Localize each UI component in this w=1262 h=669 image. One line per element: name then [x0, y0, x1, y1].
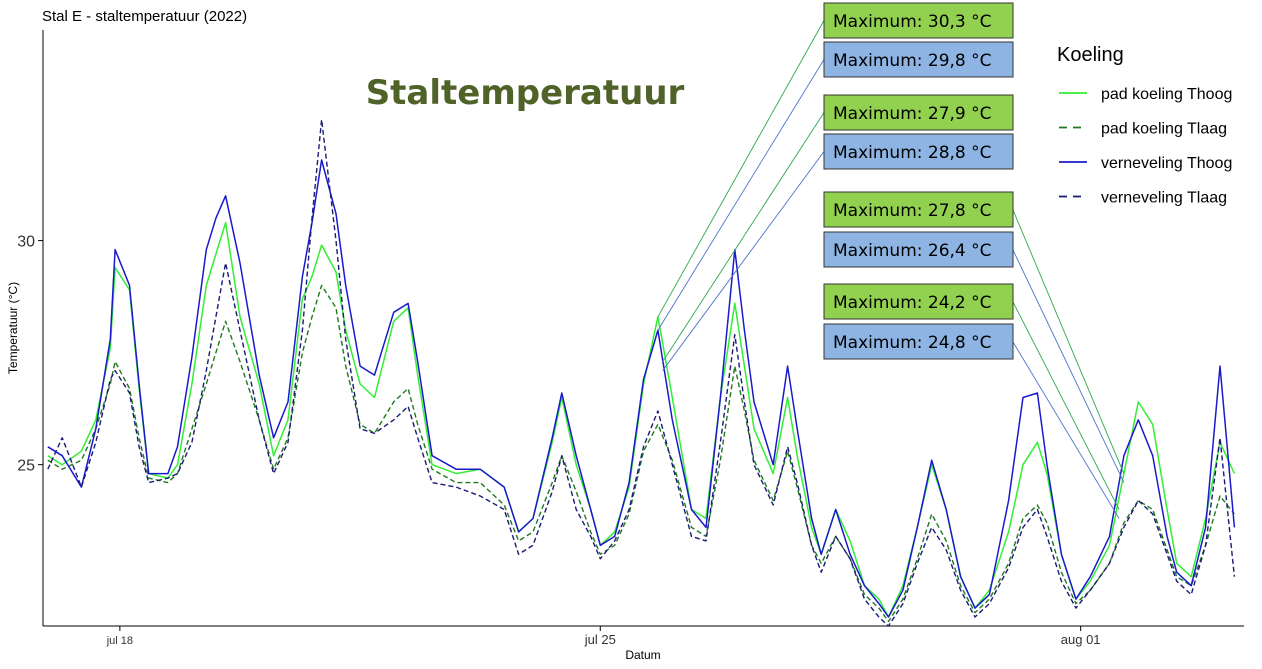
annotation-leader-line: [662, 112, 825, 362]
x-tick-label: aug 01: [1061, 632, 1101, 647]
annotation-box-bg: [823, 283, 1014, 320]
annotation-leader-line: [657, 59, 825, 331]
overlay-title: Staltemperatuur: [366, 73, 685, 113]
annotation-box-bg: [823, 191, 1014, 228]
legend-title: Koeling: [1057, 44, 1124, 66]
annotation-leader-line: [1012, 209, 1125, 474]
series-line-pad-koeling-thoog: [47, 221, 1236, 618]
annotation-label: Maximum: 26,4 °C: [833, 241, 992, 261]
annotation-leader-line: [1012, 249, 1125, 483]
annotation-boxes: Maximum: 30,3 °C Maximum: 29,8 °C Maximum:…: [823, 2, 1014, 360]
annotation-label: Maximum: 27,8 °C: [833, 201, 992, 221]
annotation-box: Maximum: 28,8 °C: [823, 133, 1014, 170]
legend-item-verneveling-tlaag: verneveling Tlaag: [1059, 190, 1227, 207]
chart-title: Stal E - staltemperatuur (2022): [42, 8, 247, 25]
legend-label: pad koeling Tlaag: [1101, 121, 1227, 138]
annotation-box: Maximum: 26,4 °C: [823, 231, 1014, 268]
annotation-label: Maximum: 27,9 °C: [833, 104, 992, 124]
annotation-leader-line: [657, 20, 825, 318]
y-ticks: 25 30: [17, 234, 43, 475]
annotation-box-bg: [823, 2, 1014, 39]
legend-item-verneveling-thoog: verneveling Thoog: [1059, 155, 1232, 172]
legend-item-pad-koeling-tlaag: pad koeling Tlaag: [1059, 121, 1227, 138]
x-ticks: jul 18 jul 25 aug 01: [106, 626, 1101, 647]
legend-label: verneveling Tlaag: [1101, 190, 1227, 207]
annotation-box-bg: [823, 41, 1014, 78]
annotation-box-bg: [823, 231, 1014, 268]
annotation-box-bg: [823, 94, 1014, 131]
plot-area: [42, 20, 1244, 627]
annotation-label: Maximum: 24,8 °C: [833, 333, 992, 353]
annotation-label: Maximum: 30,3 °C: [833, 12, 992, 32]
x-tick-label: jul 18: [106, 635, 133, 647]
annotation-box-bg: [823, 323, 1014, 360]
series-layer: [47, 118, 1236, 627]
x-axis-label: Datum: [625, 648, 660, 662]
series-line-verneveling-tlaag: [47, 118, 1236, 627]
y-tick-label: 30: [17, 234, 35, 251]
series-line-verneveling-thoog: [47, 159, 1236, 618]
legend-item-pad-koeling-thoog: pad koeling Thoog: [1059, 86, 1232, 103]
series-line-pad-koeling-tlaag: [47, 284, 1235, 623]
annotation-label: Maximum: 28,8 °C: [833, 143, 992, 163]
legend-items: pad koeling Thoog pad koeling Tlaag vernev…: [1059, 86, 1232, 207]
annotation-box: Maximum: 24,2 °C: [823, 283, 1014, 320]
annotation-label: Maximum: 24,2 °C: [833, 293, 992, 313]
annotation-leader-line: [1012, 341, 1120, 519]
legend-label: pad koeling Thoog: [1101, 86, 1232, 103]
annotation-label: Maximum: 29,8 °C: [833, 51, 992, 71]
x-tick-label: jul 25: [584, 632, 616, 647]
annotation-leader-line: [1012, 301, 1120, 510]
annotation-leader-line: [662, 151, 825, 371]
annotation-box: Maximum: 29,8 °C: [823, 41, 1014, 78]
annotation-box: Maximum: 24,8 °C: [823, 323, 1014, 360]
annotation-box: Maximum: 27,9 °C: [823, 94, 1014, 131]
y-axis-label: Temperatuur (°C): [6, 282, 20, 374]
legend-label: verneveling Thoog: [1101, 155, 1232, 172]
annotation-box-bg: [823, 133, 1014, 170]
y-tick-label: 25: [17, 458, 35, 475]
annotation-box: Maximum: 30,3 °C: [823, 2, 1014, 39]
leader-lines: [657, 20, 1125, 519]
legend: Koeling pad koeling Thoog pad koeling Tla…: [1057, 44, 1232, 207]
annotation-box: Maximum: 27,8 °C: [823, 191, 1014, 228]
